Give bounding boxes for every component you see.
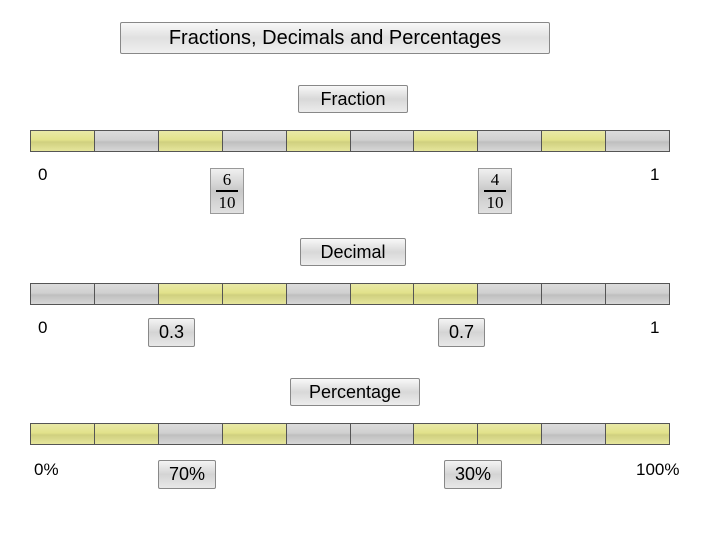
fraction-line-icon (216, 190, 238, 192)
decimal-label: Decimal (300, 238, 406, 266)
bar-segment (478, 424, 542, 444)
bar-segment (159, 284, 223, 304)
bar-segment (606, 424, 669, 444)
fraction-axis-left: 0 (38, 165, 47, 185)
bar-segment (606, 131, 669, 151)
percentage-axis-right: 100% (636, 460, 679, 480)
decimal-label-text: Decimal (320, 242, 385, 263)
decimal-value-1: 0.3 (148, 318, 195, 347)
bar-segment (351, 131, 415, 151)
bar-segment (351, 424, 415, 444)
bar-segment (31, 131, 95, 151)
fraction-2-numerator: 4 (491, 171, 500, 189)
bar-segment (606, 284, 669, 304)
bar-segment (95, 131, 159, 151)
bar-segment (287, 284, 351, 304)
bar-segment (287, 424, 351, 444)
bar-segment (542, 284, 606, 304)
bar-segment (542, 424, 606, 444)
percentage-bar (30, 423, 670, 445)
bar-segment (31, 424, 95, 444)
fraction-value-2: 4 10 (478, 168, 512, 214)
bar-segment (159, 131, 223, 151)
percentage-label: Percentage (290, 378, 420, 406)
decimal-axis-right: 1 (650, 318, 659, 338)
fraction-1-denominator: 10 (219, 193, 236, 211)
bar-segment (95, 284, 159, 304)
bar-segment (31, 284, 95, 304)
percentage-axis-left: 0% (34, 460, 59, 480)
percentage-value-1: 70% (158, 460, 216, 489)
fraction-label-text: Fraction (320, 89, 385, 110)
decimal-axis-left: 0 (38, 318, 47, 338)
fraction-value-1: 6 10 (210, 168, 244, 214)
bar-segment (542, 131, 606, 151)
fraction-1-numerator: 6 (223, 171, 232, 189)
percentage-value-2: 30% (444, 460, 502, 489)
fraction-2-denominator: 10 (487, 193, 504, 211)
fraction-bar (30, 130, 670, 152)
fraction-axis-right: 1 (650, 165, 659, 185)
decimal-value-2: 0.7 (438, 318, 485, 347)
fraction-line-icon (484, 190, 506, 192)
bar-segment (223, 131, 287, 151)
bar-segment (351, 284, 415, 304)
page-title: Fractions, Decimals and Percentages (120, 22, 550, 54)
bar-segment (223, 424, 287, 444)
percentage-label-text: Percentage (309, 382, 401, 403)
bar-segment (478, 284, 542, 304)
fraction-label: Fraction (298, 85, 408, 113)
bar-segment (95, 424, 159, 444)
decimal-bar (30, 283, 670, 305)
bar-segment (414, 131, 478, 151)
bar-segment (414, 424, 478, 444)
bar-segment (478, 131, 542, 151)
bar-segment (159, 424, 223, 444)
bar-segment (414, 284, 478, 304)
bar-segment (223, 284, 287, 304)
bar-segment (287, 131, 351, 151)
